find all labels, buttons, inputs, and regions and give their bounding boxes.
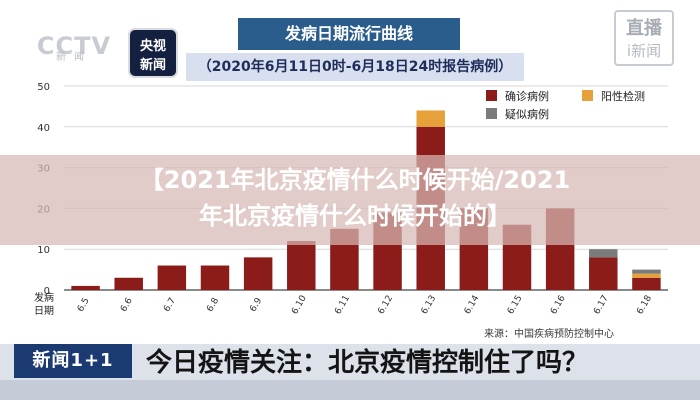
- x-tick-label: 6.18: [635, 294, 654, 317]
- x-tick-label: 6.9: [248, 296, 264, 314]
- y-tick-label: 0: [44, 286, 50, 297]
- y-tick-label: 10: [37, 245, 50, 256]
- bar-6.18: [632, 269, 661, 274]
- legend-swatch-positive: [582, 90, 593, 101]
- x-tick-label: 6.7: [162, 296, 178, 313]
- x-axis-label-line2: 日期: [34, 305, 54, 317]
- x-axis-ticks: 6.5 6.6 6.7 6.8 6.9 6.10 6.11 6.12 6.13 6.14 6.15 6…: [76, 294, 654, 317]
- cctv-logo: CCTV 新闻: [28, 24, 120, 68]
- x-tick-label: 6.15: [506, 294, 525, 316]
- x-tick-label: 6.5: [76, 296, 92, 313]
- lower-third: 新闻1+1 今日疫情关注：北京疫情控制住了吗？: [0, 344, 700, 400]
- banner-title-line2: 年北京疫情什么时候开始的】: [199, 202, 511, 230]
- bar-6.7: [157, 265, 187, 290]
- x-tick-label: 6.6: [119, 296, 135, 314]
- chart-title: 发病日期流行曲线: [238, 18, 460, 50]
- news-logo-line2: 新闻: [139, 58, 166, 73]
- x-tick-label: 6.8: [205, 296, 221, 314]
- top-header: CCTV 新闻 央视 新闻 发病日期流行曲线 （2020年6月11日0时-6月1…: [0, 0, 700, 84]
- x-tick-label: 6.16: [549, 294, 568, 317]
- y-tick-label: 40: [37, 123, 50, 134]
- x-tick-label: 6.10: [290, 294, 309, 317]
- legend-item-confirmed: 确诊病例: [486, 88, 549, 104]
- legend-swatch-confirmed: [486, 90, 497, 101]
- news-logo-line1: 央视: [139, 39, 166, 54]
- x-axis-label-line1: 发病: [34, 291, 54, 304]
- x-tick-label: 6.14: [463, 294, 482, 317]
- legend-item-suspected: 疑似病例: [486, 106, 549, 122]
- bar-6.18: [632, 273, 661, 278]
- bar-6.17: [589, 257, 618, 290]
- bar-6.18: [632, 277, 661, 290]
- x-tick-label: 6.13: [420, 294, 439, 316]
- legend-label-confirmed: 确诊病例: [505, 90, 549, 103]
- program-tag: 新闻1+1: [14, 344, 132, 378]
- y-tick-label: 50: [37, 82, 50, 93]
- data-source: 来源：中国疾病预防控制中心: [484, 329, 614, 340]
- bar-6.8: [200, 265, 230, 290]
- lower-headline: 今日疫情关注：北京疫情控制住了吗？: [146, 348, 589, 378]
- live-badge-bottom: i新闻: [626, 42, 662, 60]
- bar-6.13: [416, 110, 445, 127]
- legend-swatch-suspected: [486, 108, 497, 119]
- chart-subtitle: （2020年6月11日0时-6月18日24时报告病例）: [186, 53, 524, 81]
- bar-6.10: [287, 241, 316, 290]
- x-tick-label: 6.12: [376, 294, 395, 316]
- bar-6.9: [243, 257, 273, 290]
- bar-6.6: [114, 277, 143, 290]
- x-tick-label: 6.11: [333, 294, 352, 316]
- cctv-news-logo: 央视 新闻: [128, 28, 178, 78]
- banner-title-line1: 【2021年北京疫情什么时候开始/2021: [139, 166, 571, 194]
- lower-strip: [0, 380, 700, 400]
- legend-item-positive: 阳性检测: [582, 88, 645, 104]
- x-tick-label: 6.17: [592, 294, 611, 316]
- overlay-banner: [0, 155, 700, 245]
- bar-6.17: [589, 249, 618, 258]
- bar-6.5: [71, 285, 100, 290]
- live-badge: 直播 i新闻: [614, 10, 674, 66]
- cctv-logo-sub: 新闻: [56, 52, 92, 63]
- live-badge-top: 直播: [626, 18, 662, 39]
- legend-label-suspected: 疑似病例: [505, 108, 549, 121]
- legend-label-positive: 阳性检测: [601, 90, 645, 103]
